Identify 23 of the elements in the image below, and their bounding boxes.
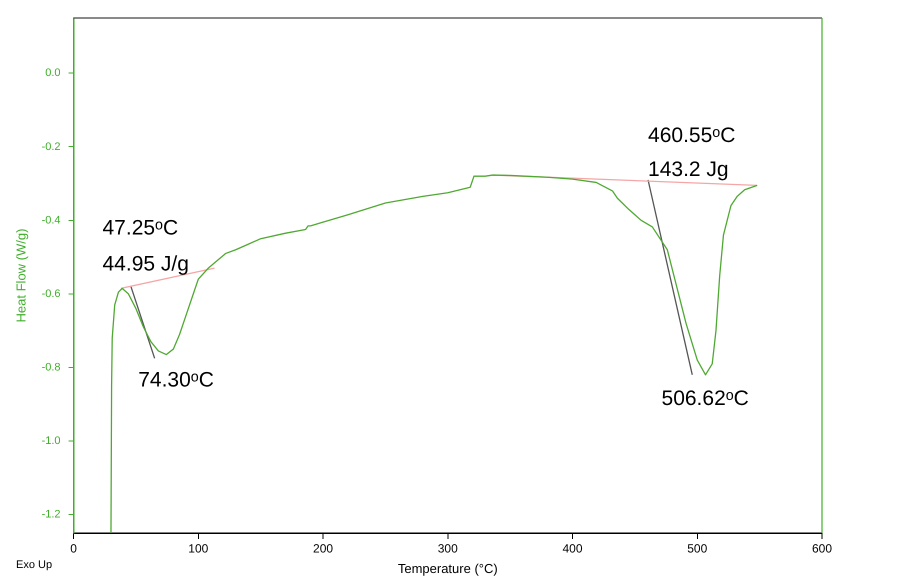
annotation: 506.62ᵒC: [662, 386, 749, 410]
annotation: 143.2 Jg: [648, 158, 729, 181]
x-tick-label: 100: [188, 542, 209, 556]
x-tick-label: 300: [438, 542, 458, 556]
y-tick-label: -0.6: [42, 288, 61, 300]
annotation: 44.95 J/g: [102, 252, 189, 276]
x-tick-label: 200: [313, 542, 334, 556]
text: Exo Up: [16, 559, 52, 571]
y-tick-label: 0.0: [45, 67, 61, 80]
x-tick-label: 0: [70, 542, 78, 556]
x-axis-title: Temperature (°C): [398, 560, 498, 576]
y-tick-label: -0.2: [42, 140, 61, 153]
y-axis-title: Heat Flow (W/g): [13, 228, 28, 322]
y-tick-label: -0.4: [42, 214, 61, 226]
x-tick-label: 400: [562, 542, 583, 556]
annotation: 47.25ᵒC: [102, 216, 178, 240]
y-tick-label: -1.0: [42, 435, 61, 448]
y-tick-label: -0.8: [42, 361, 61, 374]
y-tick-label: -1.2: [42, 508, 61, 521]
annotation: 460.55ᵒC: [648, 124, 736, 147]
x-tick-label: 500: [687, 542, 708, 556]
annotation: 74.30ᵒC: [138, 368, 214, 392]
x-tick-label: 600: [812, 542, 832, 556]
